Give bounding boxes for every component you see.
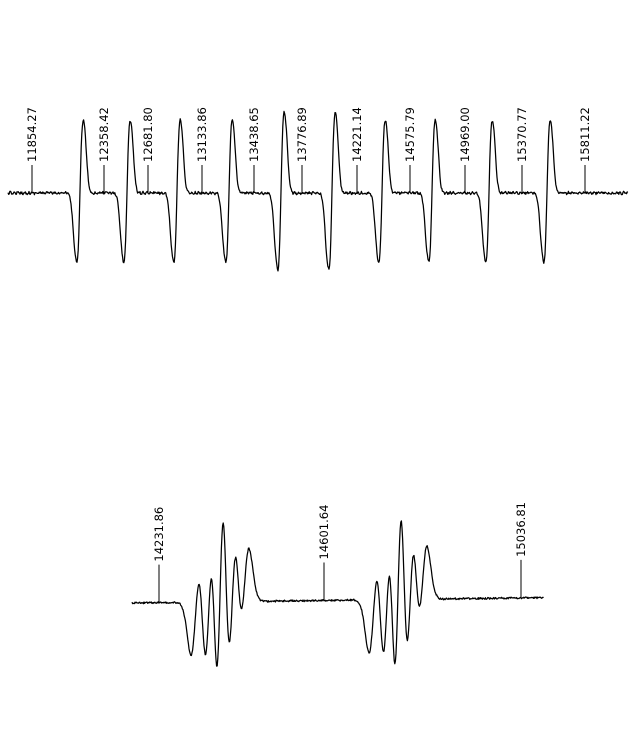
epr-spectrum-top: 11854.27 12358.42 12681.80 13133.86 13438.65… <box>7 107 629 272</box>
spectrum-trace <box>7 110 629 272</box>
epr-spectrum-bottom: 14231.86 14601.64 15036.81 <box>131 502 544 667</box>
field-marker-label: 15811.22 <box>578 107 592 162</box>
field-marker-label: 15370.77 <box>515 107 529 162</box>
field-marker-label: 14601.64 <box>317 505 331 560</box>
field-marker-label: 14575.79 <box>403 107 417 162</box>
field-marker-label: 13438.65 <box>247 107 261 162</box>
field-marker-label: 12358.42 <box>97 107 111 162</box>
field-marker-label: 14231.86 <box>152 507 166 562</box>
field-marker-label: 14969.00 <box>458 107 472 162</box>
spectrum-trace <box>131 520 544 667</box>
field-marker-label: 13776.89 <box>295 107 309 162</box>
field-marker-label: 11854.27 <box>25 107 39 162</box>
field-marker-label: 15036.81 <box>514 502 528 557</box>
field-marker-label: 12681.80 <box>141 107 155 162</box>
field-marker-label: 13133.86 <box>195 107 209 162</box>
field-marker-label: 14221.14 <box>350 107 364 162</box>
